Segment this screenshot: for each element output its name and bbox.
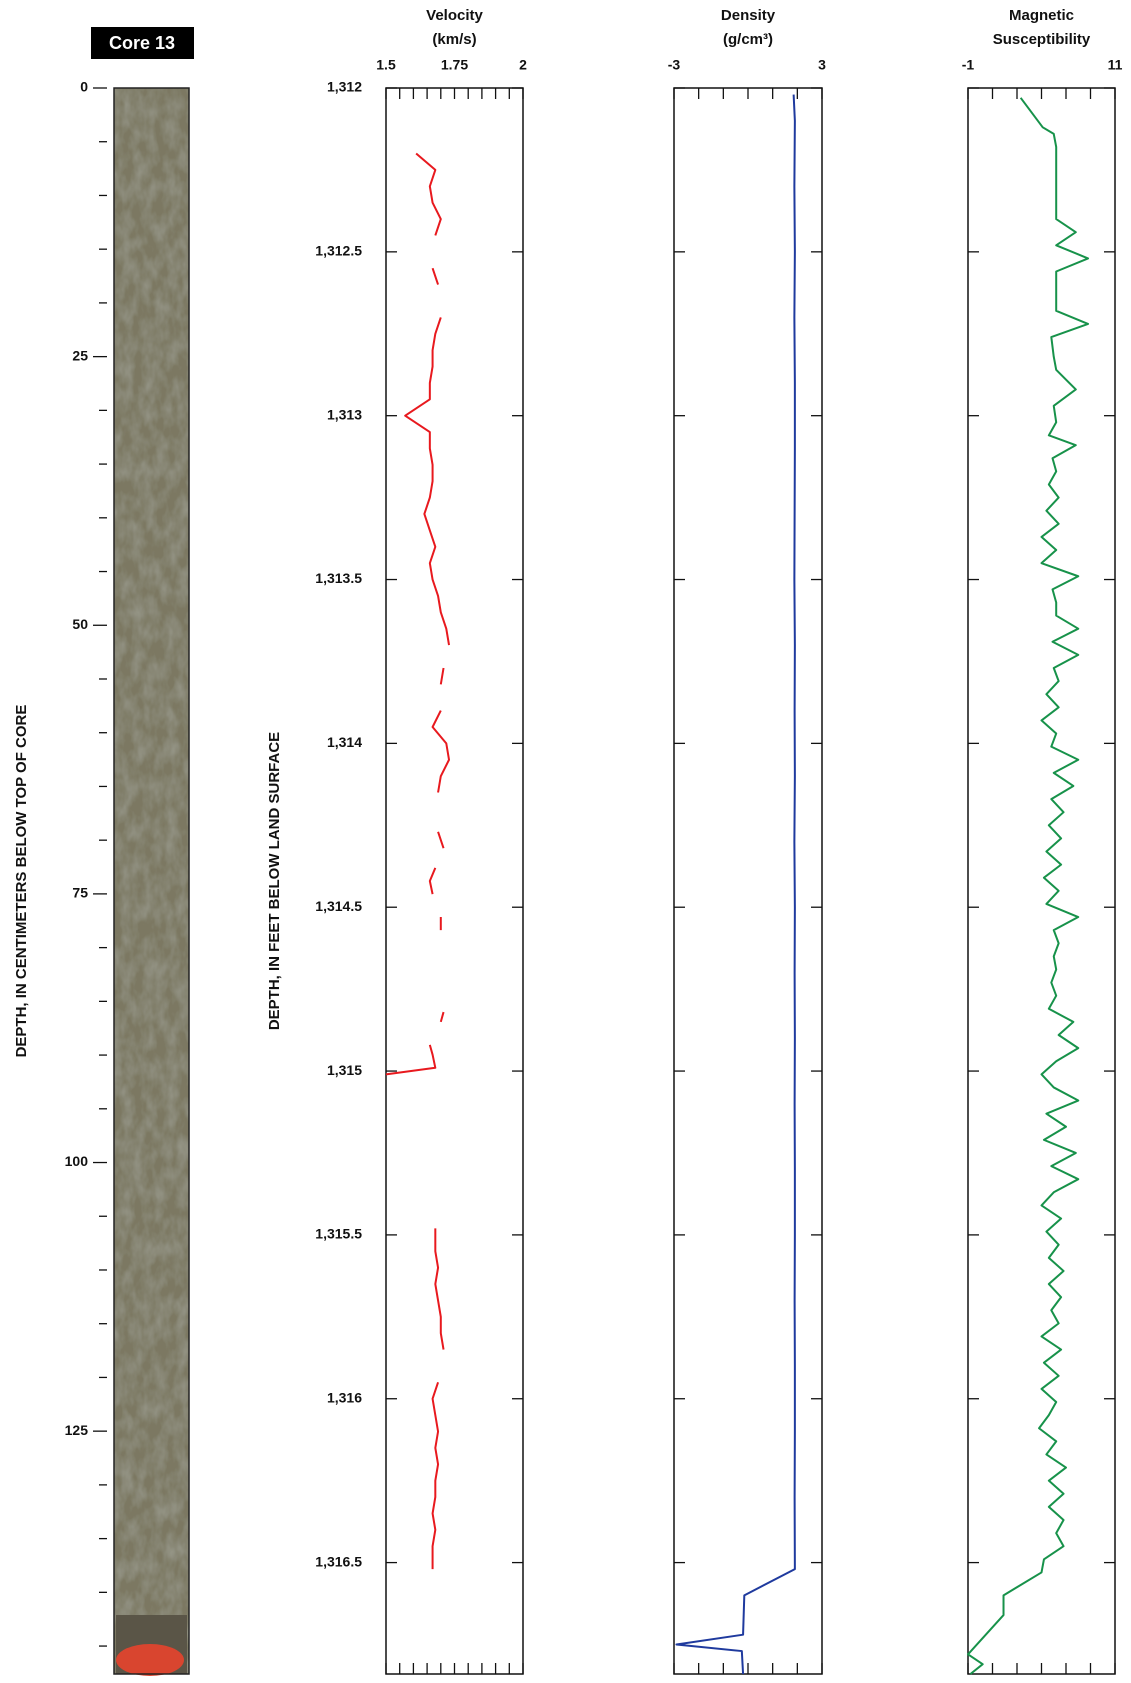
y-tick-label: 0 — [80, 79, 88, 95]
page: {"depth_axis": {"ylabel": "DEPTH, IN FEE… — [0, 0, 1131, 1678]
y-tick-label: 1,312.5 — [315, 243, 362, 259]
y-tick-label: 50 — [72, 616, 88, 632]
y-tick-label: 1,315.5 — [315, 1226, 362, 1242]
core-sediment — [114, 88, 189, 1674]
y-tick-label: 1,312 — [327, 79, 362, 95]
x-axis-label: (g/cm³) — [723, 31, 773, 48]
y-tick-label: 1,313 — [327, 406, 362, 422]
panel-frame — [386, 88, 523, 1674]
x-tick-label: 2 — [519, 57, 527, 73]
y-tick-label: 1,314 — [327, 734, 362, 750]
y-tick-label: 1,316 — [327, 1389, 362, 1405]
data-line — [676, 95, 794, 1674]
x-tick-label: -1 — [962, 57, 975, 73]
y-tick-label: 75 — [72, 885, 88, 901]
core-photo — [114, 88, 189, 1676]
x-tick-label: 1.75 — [441, 57, 468, 73]
y-tick-label: 1,315 — [327, 1062, 362, 1078]
x-tick-label: 1.5 — [376, 57, 396, 73]
x-tick-label: -3 — [668, 57, 681, 73]
y-tick-label: 1,316.5 — [315, 1553, 362, 1569]
panel-frame — [674, 88, 822, 1674]
core-title: Core 13 — [109, 33, 175, 53]
panel-frame — [968, 88, 1115, 1674]
x-tick-label: 3 — [818, 57, 826, 73]
x-axis-label: (km/s) — [432, 31, 476, 48]
y-tick-label: 1,314.5 — [315, 898, 362, 914]
y-tick-label: 100 — [65, 1153, 89, 1169]
x-axis-label: Density — [721, 7, 776, 24]
y-tick-label: 125 — [65, 1422, 89, 1438]
x-axis-label: Magnetic — [1009, 7, 1074, 24]
data-line — [386, 154, 449, 1570]
y-tick-label: 25 — [72, 347, 88, 363]
y-tick-label: 1,313.5 — [315, 570, 362, 586]
x-tick-label: 11 — [1108, 57, 1123, 73]
y-axis-label: DEPTH, IN CENTIMETERS BELOW TOP OF CORE — [13, 705, 30, 1058]
x-axis-label: Velocity — [426, 7, 483, 24]
y-axis-label: DEPTH, IN FEET BELOW LAND SURFACE — [266, 732, 283, 1030]
figure: Core 13 0 25 50 75 100 125 DEPTH, IN CENTIMETE… — [0, 0, 1131, 1678]
core-cap — [116, 1644, 184, 1676]
data-line — [968, 98, 1088, 1674]
x-axis-label: Susceptibility — [993, 31, 1091, 48]
